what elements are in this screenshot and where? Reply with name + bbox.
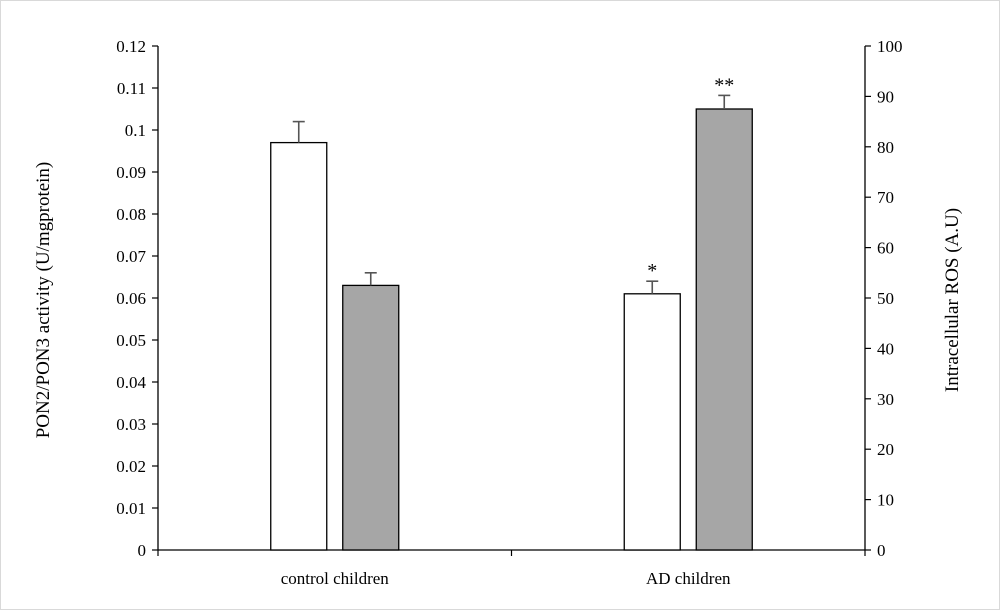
y-right-tick-label: 40 xyxy=(877,339,894,358)
y-right-tick-label: 0 xyxy=(877,541,886,560)
y-right-axis-title: Intracellular ROS (A.U) xyxy=(942,208,963,392)
y-left-tick-label: 0 xyxy=(138,541,147,560)
x-category-label: control children xyxy=(281,569,390,588)
axes xyxy=(152,45,871,556)
bar xyxy=(623,293,681,551)
y-left-tick-label: 0.06 xyxy=(116,289,146,308)
bar xyxy=(695,108,753,551)
bars xyxy=(270,94,753,551)
significance-label: * xyxy=(647,260,657,282)
y-left-tick-label: 0.12 xyxy=(116,37,146,56)
y-left-tick-label: 0.02 xyxy=(116,457,146,476)
y-right-tick-label: 50 xyxy=(877,289,894,308)
y-left-tick-label: 0.09 xyxy=(116,163,146,182)
y-right-tick-label: 10 xyxy=(877,491,894,510)
y-left-tick-label: 0.08 xyxy=(116,205,146,224)
y-left-tick-label: 0.04 xyxy=(116,373,146,392)
x-category-label: AD children xyxy=(646,569,731,588)
y-right-tick-label: 100 xyxy=(877,37,903,56)
y-right-tick-label: 70 xyxy=(877,188,894,207)
y-right-tick-label: 30 xyxy=(877,390,894,409)
y-right-tick-label: 90 xyxy=(877,87,894,106)
y-left-axis-title: PON2/PON3 activity (U/mgprotein) xyxy=(33,162,54,439)
y-left-tick-label: 0.01 xyxy=(116,499,146,518)
labels: 0 0.01 0.02 0.03 0.04 0.05 0.06 0.07 0.08 0.09 0.1… xyxy=(116,37,902,588)
bar xyxy=(342,284,400,551)
significance-label: ** xyxy=(714,74,734,96)
y-left-tick-label: 0.1 xyxy=(125,121,146,140)
y-left-tick-label: 0.07 xyxy=(116,247,146,266)
y-left-tick-label: 0.05 xyxy=(116,331,146,350)
bar xyxy=(270,141,328,551)
y-left-tick-label: 0.03 xyxy=(116,415,146,434)
y-right-tick-label: 80 xyxy=(877,138,894,157)
y-left-tick-label: 0.11 xyxy=(117,79,146,98)
y-right-tick-label: 60 xyxy=(877,239,894,258)
y-right-tick-label: 20 xyxy=(877,440,894,459)
